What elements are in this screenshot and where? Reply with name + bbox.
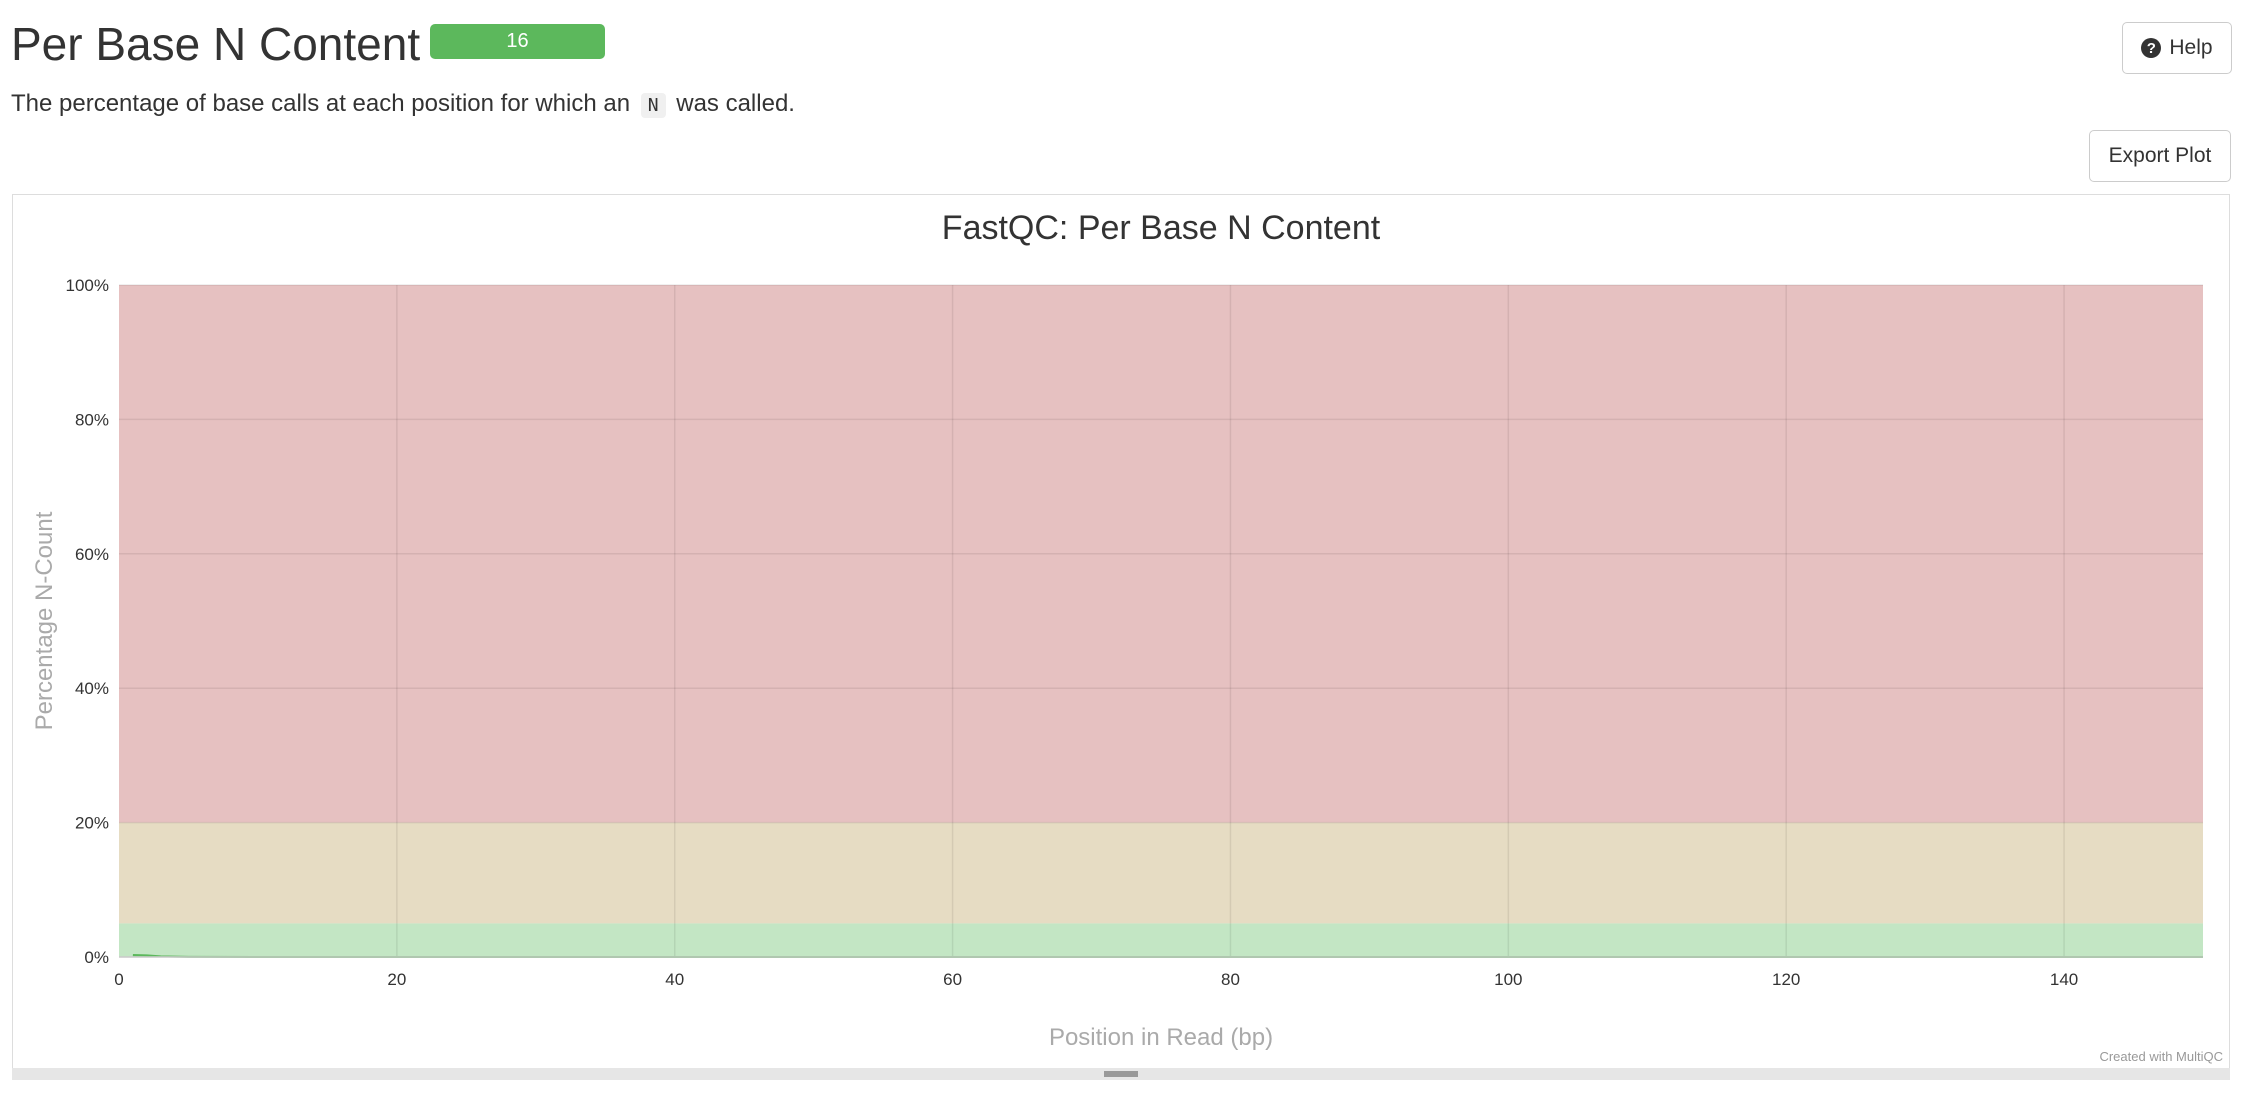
- chart-plot[interactable]: 0 20 40 60 80 100 120 140 0% 20% 40% 60% 80% 100% Fast…: [13, 195, 2231, 1079]
- chart-title: FastQC: Per Base N Content: [942, 209, 1381, 247]
- x-tick-label: 20: [387, 970, 406, 989]
- chart-container[interactable]: 0 20 40 60 80 100 120 140 0% 20% 40% 60% 80% 100% Fast…: [12, 194, 2230, 1078]
- y-tick-label: 100%: [66, 276, 109, 295]
- y-axis-title: Percentage N-Count: [31, 511, 58, 730]
- x-tick-label: 120: [1772, 970, 1800, 989]
- credit-text: Created with MultiQC: [2099, 1049, 2223, 1064]
- x-axis-title: Position in Read (bp): [1049, 1024, 1273, 1051]
- x-tick-label: 40: [665, 970, 684, 989]
- section-description: The percentage of base calls at each pos…: [11, 88, 795, 122]
- resize-handle[interactable]: [12, 1068, 2230, 1080]
- x-tick-label: 0: [114, 970, 123, 989]
- status-badge[interactable]: 16: [430, 24, 605, 59]
- help-button[interactable]: ? Help: [2122, 22, 2232, 74]
- band-pass: [119, 923, 2203, 957]
- description-text-before: The percentage of base calls at each pos…: [11, 90, 631, 117]
- y-tick-label: 60%: [75, 545, 109, 564]
- y-tick-label: 20%: [75, 814, 109, 833]
- band-fail: [119, 285, 2203, 823]
- description-text-after: was called.: [676, 90, 795, 117]
- page-title: Per Base N Content: [11, 18, 421, 70]
- x-tick-label: 100: [1494, 970, 1522, 989]
- question-circle-icon: ?: [2141, 38, 2162, 58]
- band-warn: [119, 822, 2203, 924]
- grip-icon: [1104, 1071, 1138, 1077]
- help-button-label: Help: [2169, 36, 2213, 59]
- export-plot-button[interactable]: Export Plot: [2089, 130, 2231, 182]
- description-code: N: [640, 93, 666, 118]
- y-tick-label: 0%: [84, 948, 109, 967]
- x-tick-label: 60: [943, 970, 962, 989]
- y-tick-label: 80%: [75, 410, 109, 429]
- x-tick-label: 140: [2050, 970, 2078, 989]
- x-tick-label: 80: [1221, 970, 1240, 989]
- y-tick-label: 40%: [75, 679, 109, 698]
